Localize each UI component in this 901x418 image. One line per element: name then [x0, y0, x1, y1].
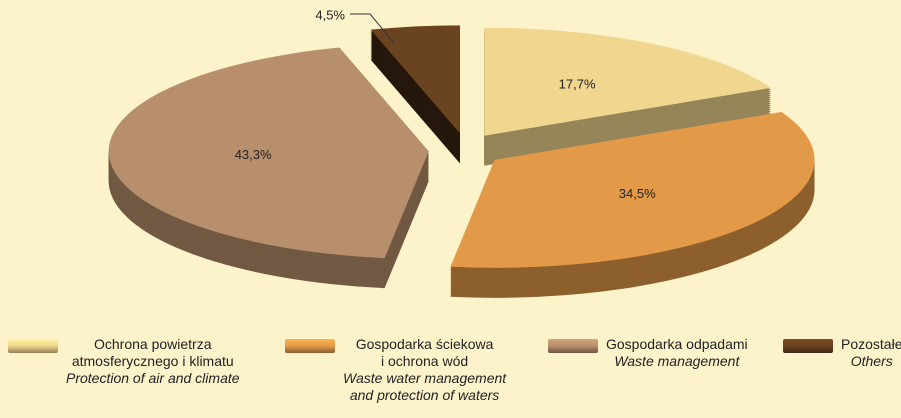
- value-label: 17,7%: [559, 77, 596, 92]
- legend-text: Gospodarka odpadami Waste management: [606, 336, 748, 370]
- legend-label-en: Others: [850, 353, 893, 369]
- value-label: 34,5%: [619, 186, 656, 201]
- legend-swatch: [8, 339, 58, 353]
- legend-label-en: Waste water management and protection of…: [343, 370, 507, 403]
- legend-item: Gospodarka odpadami Waste management: [548, 336, 748, 370]
- leader-line: [350, 13, 395, 44]
- slice: [370, 25, 460, 134]
- legend-label: Gospodarka ściekowa i ochrona wód: [355, 336, 494, 369]
- legend-item: Ochrona powietrza atmosferycznego i klim…: [8, 336, 240, 387]
- legend-item: Pozostałe Others: [783, 336, 901, 370]
- legend-swatch: [285, 339, 335, 353]
- legend-swatch: [548, 339, 598, 353]
- legend-label: Ochrona powietrza atmosferycznego i klim…: [71, 336, 234, 369]
- legend-label-en: Protection of air and climate: [66, 370, 240, 386]
- slice: [484, 27, 772, 136]
- chart: 17,7% 34,5% 43,3% 4,5%: [108, 7, 815, 298]
- legend-text: Gospodarka ściekowa i ochrona wód Waste w…: [343, 336, 506, 404]
- legend-text: Ochrona powietrza atmosferycznego i klim…: [66, 336, 240, 387]
- legend-label: Gospodarka odpadami: [606, 336, 748, 352]
- legend-swatch: [783, 339, 833, 353]
- legend-label-en: Waste management: [614, 353, 740, 369]
- value-label: 4,5%: [315, 7, 345, 22]
- legend-text: Pozostałe Others: [841, 336, 901, 370]
- legend-item: Gospodarka ściekowa i ochrona wód Waste w…: [285, 336, 506, 404]
- value-label: 43,3%: [235, 147, 272, 162]
- slice: [450, 112, 815, 268]
- slice: [108, 47, 429, 259]
- legend-label: Pozostałe: [841, 336, 901, 352]
